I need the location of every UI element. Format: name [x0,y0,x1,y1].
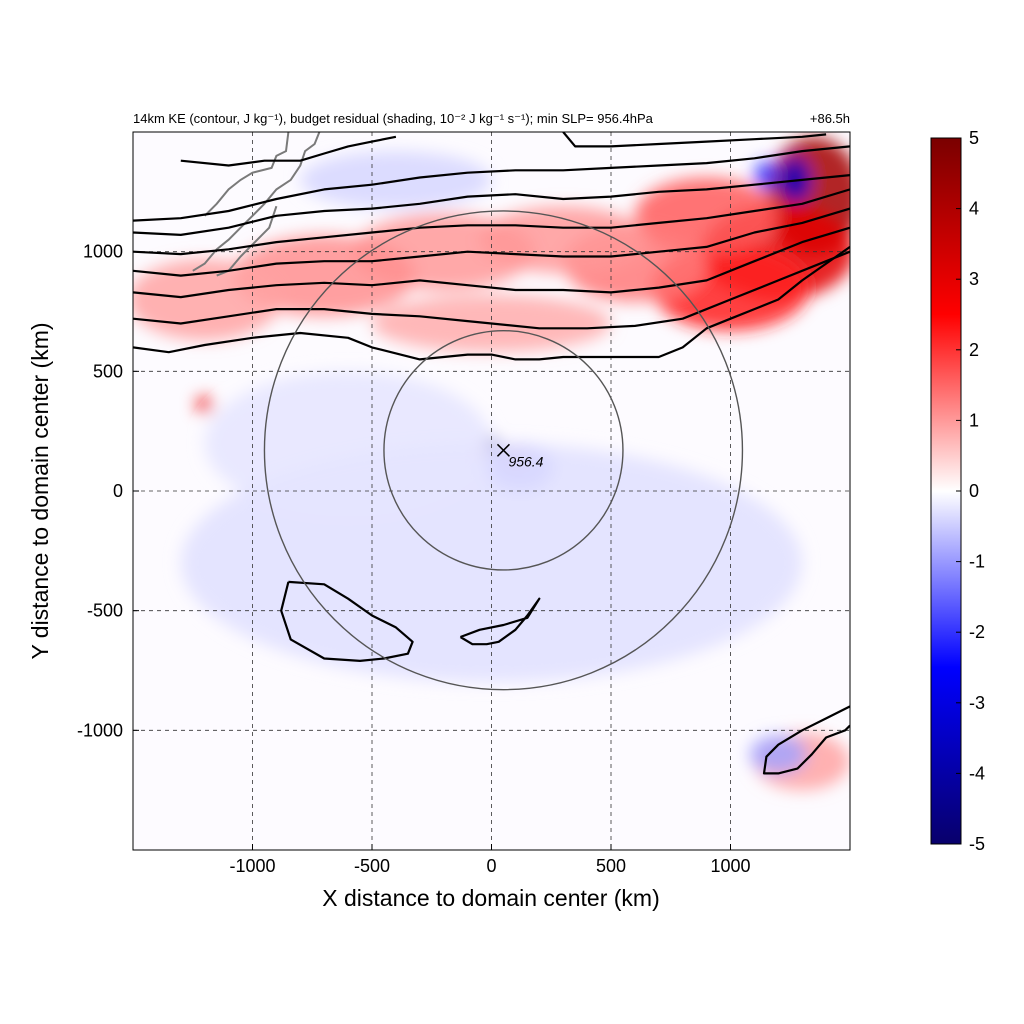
colorbar-tick-label: 0 [969,481,979,501]
ke-contour-line [133,250,850,330]
residual-blob [196,396,214,414]
residual-blob [300,151,492,209]
chart-time-label: +86.5h [810,111,850,126]
storm-marker-x [496,443,510,457]
x-tick-label: -500 [354,856,390,876]
storm-min-slp-label: 956.4 [508,453,543,469]
residual-shading [133,136,850,791]
range-rings [263,210,744,691]
chart-title: 14km KE (contour, J kg⁻¹), budget residu… [133,111,654,126]
colorbar-tick-label: -1 [969,552,985,572]
colorbar-tick-label: -2 [969,622,985,642]
y-axis-title: Y distance to domain center (km) [27,322,53,659]
colorbar-tick-label: 1 [969,410,979,430]
x-tick-label: -1000 [229,856,275,876]
ke-contours [133,132,850,775]
residual-blob [749,735,807,774]
x-tick-label: 500 [596,856,626,876]
x-axis-title: X distance to domain center (km) [322,885,659,911]
range-ring [263,210,744,691]
colorbar-tick-label: 3 [969,269,979,289]
range-ring [383,329,624,571]
ke-contour-line [280,580,414,662]
y-tick-label: 1000 [83,242,123,262]
colorbar-tick-label: 4 [969,199,979,219]
colorbar-tick-label: -3 [969,693,985,713]
ke-contour-line [180,135,397,167]
ke-contour-line [133,207,850,277]
ke-contour-line [562,132,827,148]
coastline-segment [192,132,321,272]
y-tick-label: -500 [87,601,123,621]
residual-blob [133,258,282,341]
ke-contour-line [762,705,850,775]
ke-contour-line [133,145,850,222]
colorbar-ticks: 5 4 3 2 1 0 -1 -2 -3 -4 -5 [956,128,985,854]
ke-contour-line [133,174,850,236]
colorbar: 5 4 3 2 1 0 -1 -2 -3 -4 -5 [930,128,985,854]
y-axis: -1000 -500 0 500 1000 [77,242,139,740]
storm-center-marker: 956.4 [496,443,544,469]
y-tick-label: 0 [113,481,123,501]
colorbar-tick-label: -5 [969,834,985,854]
shading-field [133,136,850,791]
ke-contour-line [459,597,541,646]
x-tick-label: 1000 [710,856,750,876]
y-tick-label: -1000 [77,720,123,740]
coastline-segment [203,132,290,217]
colorbar-tick-label: 2 [969,340,979,360]
residual-blob [204,371,492,515]
y-tick-label: 500 [93,361,123,381]
colorbar-tick-label: 5 [969,128,979,148]
x-axis: -1000 -500 0 500 1000 [229,844,751,876]
ke-contour-line [133,226,850,299]
plot-area: 956.4 [132,131,851,851]
ke-contour-line [133,245,850,361]
x-tick-label: 0 [486,856,496,876]
ke-contour-line [133,188,850,256]
colorbar-tick-label: -4 [969,763,985,783]
